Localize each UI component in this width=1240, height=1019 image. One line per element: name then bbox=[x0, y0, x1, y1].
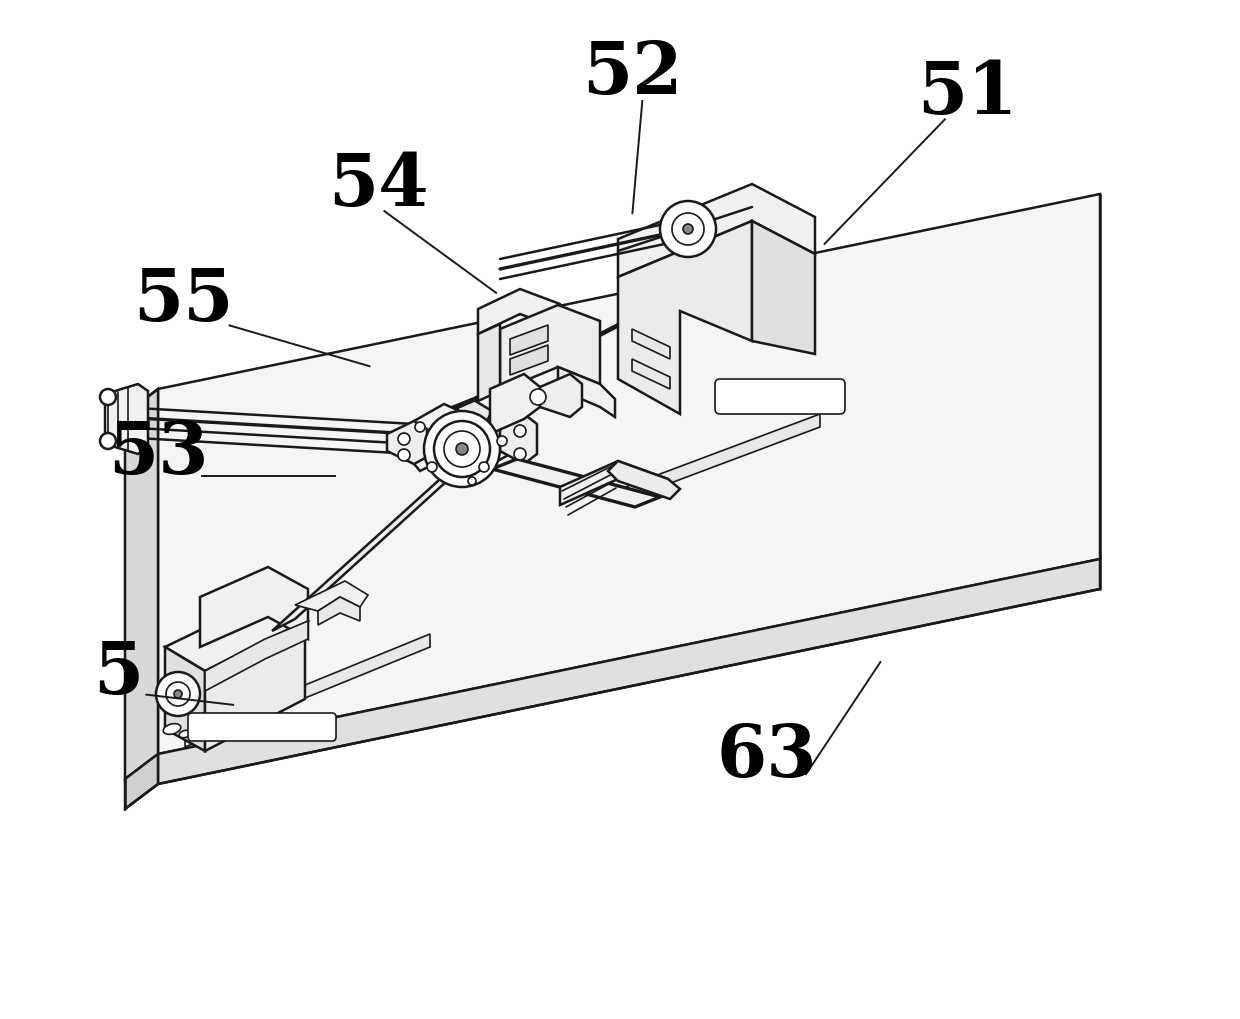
Polygon shape bbox=[432, 399, 492, 441]
Polygon shape bbox=[608, 462, 680, 499]
FancyBboxPatch shape bbox=[715, 380, 844, 415]
Circle shape bbox=[529, 389, 546, 406]
Polygon shape bbox=[157, 195, 1100, 754]
Circle shape bbox=[100, 389, 117, 406]
Polygon shape bbox=[105, 384, 148, 454]
Text: 54: 54 bbox=[327, 150, 429, 221]
Polygon shape bbox=[185, 635, 430, 747]
Circle shape bbox=[515, 426, 526, 437]
Circle shape bbox=[156, 673, 200, 716]
Polygon shape bbox=[414, 405, 510, 472]
Polygon shape bbox=[560, 462, 668, 505]
Polygon shape bbox=[477, 325, 500, 401]
Circle shape bbox=[660, 202, 715, 258]
Circle shape bbox=[174, 690, 182, 698]
Polygon shape bbox=[558, 368, 615, 418]
Text: 55: 55 bbox=[133, 265, 234, 336]
Circle shape bbox=[467, 478, 476, 485]
Polygon shape bbox=[401, 420, 444, 472]
Polygon shape bbox=[454, 294, 680, 410]
Polygon shape bbox=[500, 415, 537, 465]
Circle shape bbox=[100, 433, 117, 449]
Polygon shape bbox=[632, 330, 670, 360]
Polygon shape bbox=[295, 582, 368, 611]
Polygon shape bbox=[632, 360, 670, 389]
Circle shape bbox=[424, 412, 500, 487]
Polygon shape bbox=[317, 597, 360, 626]
Circle shape bbox=[166, 683, 190, 706]
Polygon shape bbox=[539, 375, 582, 418]
Text: 63: 63 bbox=[715, 720, 817, 792]
Circle shape bbox=[398, 449, 410, 462]
Circle shape bbox=[683, 225, 693, 234]
Polygon shape bbox=[477, 289, 560, 334]
Polygon shape bbox=[125, 389, 157, 780]
Polygon shape bbox=[205, 622, 308, 691]
Ellipse shape bbox=[179, 731, 191, 738]
Circle shape bbox=[672, 214, 704, 246]
Text: 5: 5 bbox=[93, 637, 143, 708]
Polygon shape bbox=[165, 597, 308, 672]
Circle shape bbox=[515, 448, 526, 461]
Text: 53: 53 bbox=[108, 418, 210, 489]
Polygon shape bbox=[510, 326, 548, 356]
Polygon shape bbox=[200, 568, 308, 647]
Polygon shape bbox=[500, 306, 600, 391]
Text: 51: 51 bbox=[916, 58, 1018, 129]
Polygon shape bbox=[205, 622, 305, 751]
Polygon shape bbox=[618, 222, 751, 415]
Polygon shape bbox=[165, 647, 205, 751]
Polygon shape bbox=[510, 345, 548, 376]
Circle shape bbox=[479, 463, 489, 473]
Polygon shape bbox=[387, 422, 427, 465]
Polygon shape bbox=[490, 375, 539, 434]
Ellipse shape bbox=[164, 723, 181, 735]
Circle shape bbox=[398, 433, 410, 445]
Polygon shape bbox=[751, 222, 815, 355]
Polygon shape bbox=[125, 754, 157, 809]
Circle shape bbox=[415, 423, 425, 433]
Text: 52: 52 bbox=[582, 38, 683, 109]
Circle shape bbox=[427, 463, 436, 473]
Circle shape bbox=[456, 443, 467, 455]
Polygon shape bbox=[492, 460, 660, 507]
Polygon shape bbox=[272, 432, 502, 632]
Polygon shape bbox=[620, 415, 820, 502]
Polygon shape bbox=[157, 559, 1100, 785]
Circle shape bbox=[497, 436, 507, 446]
Polygon shape bbox=[618, 184, 815, 278]
Circle shape bbox=[434, 422, 490, 478]
FancyBboxPatch shape bbox=[188, 713, 336, 741]
Circle shape bbox=[444, 432, 480, 468]
